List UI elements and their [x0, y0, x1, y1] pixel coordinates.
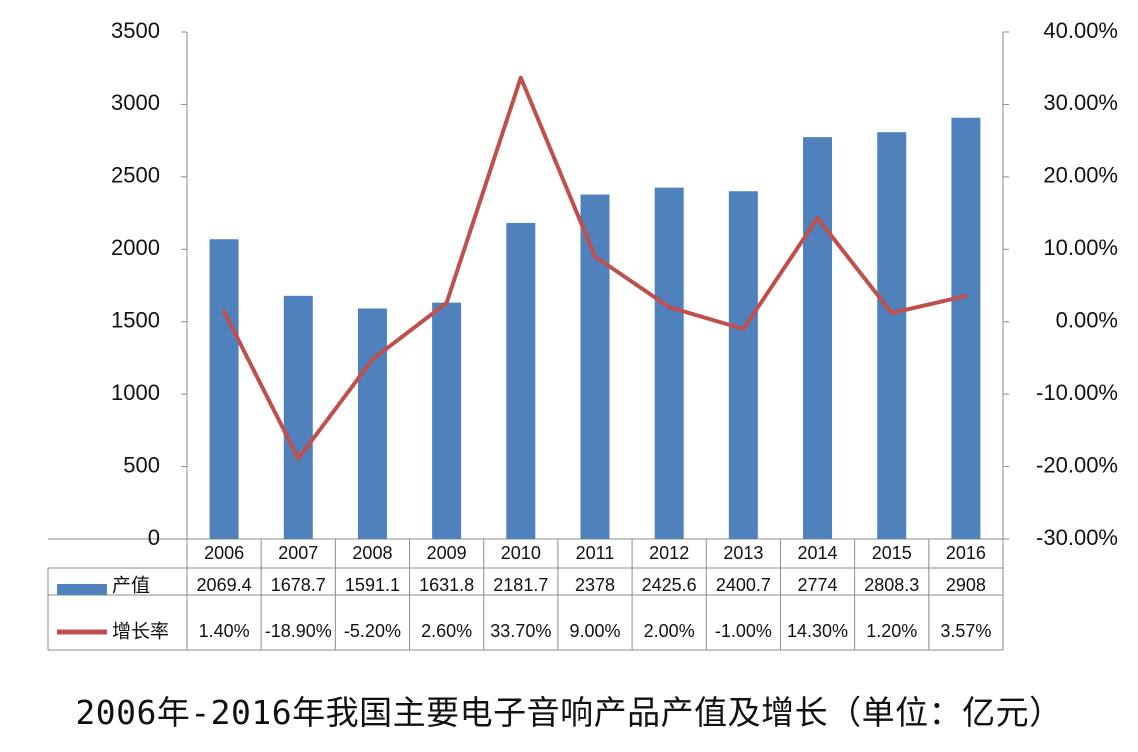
data-label-growth: -1.00% [715, 621, 772, 641]
left-tick-label: 1000 [111, 380, 160, 405]
right-tick-label: 40.00% [1043, 18, 1118, 43]
data-label-growth: 3.57% [940, 621, 991, 641]
left-tick-label: 2500 [111, 163, 160, 188]
data-label-value: 2425.6 [642, 575, 697, 595]
y-axis-left: 0 500 1000 1500 2000 2500 3000 3500 [111, 18, 187, 550]
data-label-value: 2378 [575, 575, 615, 595]
data-label-value: 2400.7 [716, 575, 771, 595]
right-tick-label: -20.00% [1036, 452, 1118, 477]
x-tick-label: 2009 [427, 543, 467, 563]
bar [209, 239, 239, 539]
left-tick-label: 3000 [111, 90, 160, 115]
x-tick-label: 2012 [649, 543, 689, 563]
x-tick-label: 2014 [798, 543, 838, 563]
left-tick-label: 0 [148, 525, 160, 550]
bar [877, 132, 907, 539]
legend-label-bar: 产值 [112, 575, 150, 597]
left-tick-label: 500 [123, 452, 160, 477]
x-tick-label: 2010 [501, 543, 541, 563]
data-label-value: 2069.4 [197, 575, 252, 595]
right-tick-label: 10.00% [1043, 235, 1118, 260]
data-label-growth: 1.20% [866, 621, 917, 641]
data-label-growth: 2.00% [644, 621, 695, 641]
data-label-value: 2908 [946, 575, 986, 595]
bar-series [209, 117, 981, 540]
right-tick-label: 30.00% [1043, 90, 1118, 115]
x-tick-label: 2013 [723, 543, 763, 563]
data-label-value: 2774 [798, 575, 838, 595]
y-axis-right: -30.00% -20.00% -10.00% 0.00% 10.00% 20.00% 30… [1003, 18, 1118, 550]
x-tick-label: 2015 [872, 543, 912, 563]
bar [803, 137, 833, 539]
data-label-growth: 33.70% [490, 621, 551, 641]
x-tick-label: 2007 [278, 543, 318, 563]
x-tick-label: 2008 [352, 543, 392, 563]
data-label-growth: -18.90% [265, 621, 332, 641]
data-label-growth: 14.30% [787, 621, 848, 641]
x-tick-label: 2006 [204, 543, 244, 563]
data-label-value: 1678.7 [271, 575, 326, 595]
data-label-value: 1631.8 [419, 575, 474, 595]
data-label-value: 1591.1 [345, 575, 400, 595]
growth-rate-line [222, 75, 968, 461]
bar [951, 117, 981, 539]
bar [728, 191, 758, 539]
bar [580, 194, 610, 539]
left-tick-label: 3500 [111, 18, 160, 43]
data-label-growth: 9.00% [569, 621, 620, 641]
chart: 0 500 1000 1500 2000 2500 3000 3500 -30.00% -20.… [47, 18, 1118, 651]
data-table: 2006 2007 2008 2009 2010 2011 2012 2013 2014 2015… [47, 539, 1003, 651]
left-tick-label: 1500 [111, 308, 160, 333]
right-tick-label: 20.00% [1043, 163, 1118, 188]
bar [357, 308, 387, 539]
legend-label-line: 增长率 [112, 621, 169, 643]
right-tick-label: 0.00% [1056, 308, 1118, 333]
chart-caption: 2006年-2016年我国主要电子音响产品产值及增长（单位：亿元） [75, 693, 1063, 732]
bar [432, 302, 462, 539]
legend-swatch-bar [57, 584, 107, 595]
x-tick-label: 2016 [946, 543, 986, 563]
line-series [222, 75, 968, 461]
data-label-growth: 2.60% [421, 621, 472, 641]
right-tick-label: -10.00% [1036, 380, 1118, 405]
data-label-growth: -5.20% [344, 621, 401, 641]
left-tick-label: 2000 [111, 235, 160, 260]
data-label-growth: 1.40% [199, 621, 250, 641]
data-label-value: 2181.7 [493, 575, 548, 595]
bar [283, 295, 313, 539]
data-label-value: 2808.3 [864, 575, 919, 595]
bar [654, 187, 684, 539]
x-tick-label: 2011 [576, 543, 615, 563]
bar [506, 222, 536, 540]
right-tick-label: -30.00% [1036, 525, 1118, 550]
